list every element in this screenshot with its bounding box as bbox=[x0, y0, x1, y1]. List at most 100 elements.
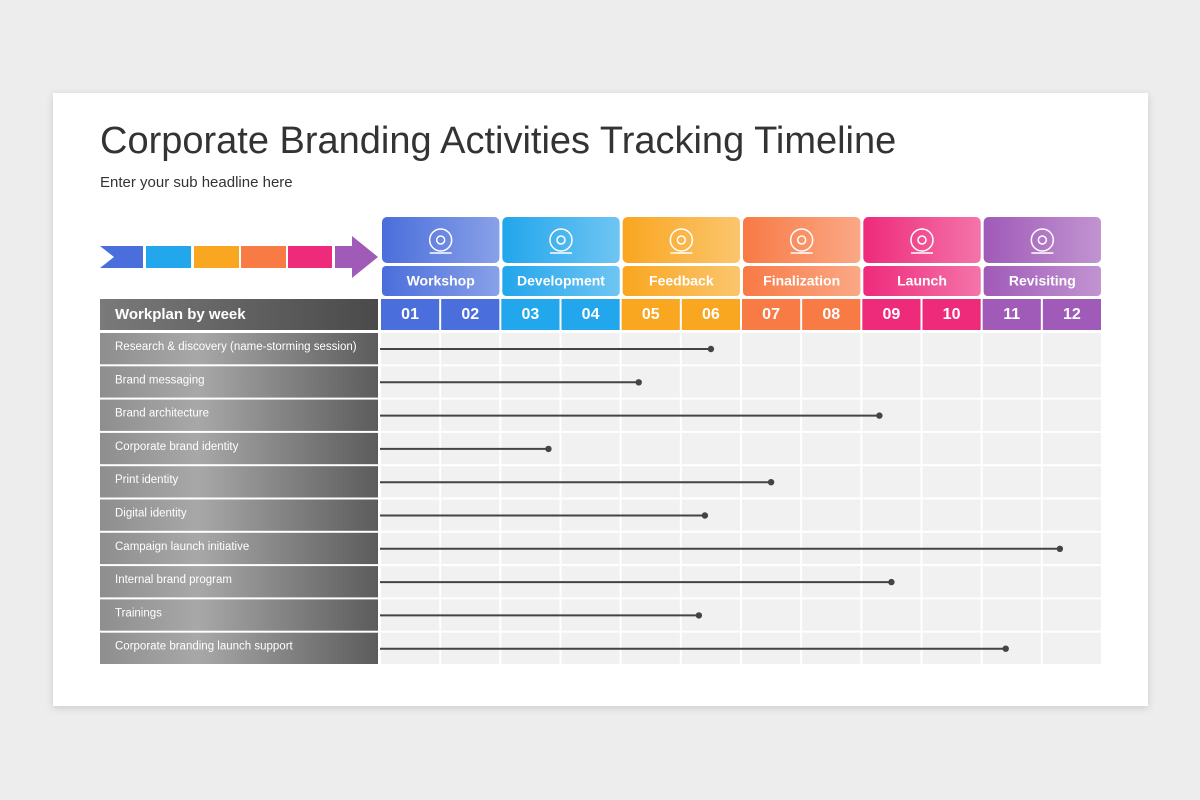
icon-core bbox=[556, 235, 566, 245]
grid-cell bbox=[681, 366, 740, 398]
week-header: Workplan by week bbox=[115, 306, 246, 323]
grid-cell bbox=[742, 333, 801, 365]
phase-name: Finalization bbox=[763, 273, 840, 289]
task-label-box bbox=[100, 466, 378, 498]
week-label: 02 bbox=[461, 306, 479, 323]
phase-name: Workshop bbox=[407, 273, 475, 289]
grid-cell bbox=[922, 566, 981, 598]
task-end-dot bbox=[888, 578, 895, 586]
week-label: 09 bbox=[883, 306, 901, 323]
week-cell bbox=[802, 299, 861, 330]
grid-cell bbox=[1042, 632, 1101, 664]
phase-name: Feedback bbox=[649, 273, 714, 289]
grid-cell bbox=[862, 333, 921, 365]
task-label-box bbox=[100, 366, 378, 398]
week-header-box bbox=[100, 299, 378, 330]
task-label: Brand architecture bbox=[115, 408, 209, 420]
task-end-dot bbox=[695, 612, 703, 619]
phase-name-shine bbox=[502, 266, 620, 296]
icon-ring bbox=[910, 228, 934, 252]
task-end-dot bbox=[635, 379, 642, 386]
icon-ring bbox=[549, 228, 573, 252]
week-cell bbox=[501, 299, 560, 330]
week-label: 01 bbox=[401, 306, 419, 323]
phase-name: Development bbox=[517, 273, 605, 289]
icon-ring bbox=[428, 228, 453, 252]
phase-icon-shine bbox=[502, 217, 620, 263]
grid-cell bbox=[922, 333, 981, 365]
task-end-dot bbox=[701, 512, 709, 519]
icon-core bbox=[676, 235, 687, 245]
task-label: Research & discovery (name-storming sess… bbox=[115, 341, 357, 353]
grid-cell bbox=[1042, 599, 1101, 631]
task-end-dot bbox=[876, 412, 883, 419]
week-cell bbox=[441, 299, 500, 330]
phase-icon-shine bbox=[983, 217, 1101, 263]
phase-name-shine bbox=[983, 266, 1101, 296]
grid-cell bbox=[922, 466, 981, 498]
grid-cell bbox=[802, 333, 861, 365]
phase-name-shine bbox=[382, 266, 500, 296]
grid-cell bbox=[1042, 366, 1101, 398]
week-label: 11 bbox=[1003, 306, 1020, 323]
grid-cell bbox=[802, 599, 861, 631]
task-label: Brand messaging bbox=[115, 374, 205, 386]
week-cell bbox=[922, 299, 981, 330]
task-label-box bbox=[100, 532, 378, 565]
phase-name-shine bbox=[622, 266, 740, 296]
phase-icon-shine bbox=[622, 217, 740, 263]
task-label-box bbox=[100, 632, 378, 664]
icon-core bbox=[435, 235, 446, 245]
grid-cell bbox=[561, 432, 620, 465]
phase-icon bbox=[789, 228, 814, 254]
phase-icon bbox=[428, 228, 453, 254]
grid-cell bbox=[922, 366, 981, 398]
task-label-box bbox=[100, 432, 378, 465]
week-cell bbox=[1042, 299, 1101, 330]
grid-cell bbox=[742, 432, 801, 465]
task-label: Campaign launch initiative bbox=[115, 541, 249, 553]
grid-cell bbox=[982, 566, 1041, 598]
task-label: Trainings bbox=[115, 607, 162, 619]
week-label: 10 bbox=[943, 306, 961, 323]
week-label: 03 bbox=[522, 306, 540, 323]
grid-cell bbox=[982, 599, 1041, 631]
grid-cell bbox=[1042, 499, 1101, 531]
grid-cell bbox=[982, 366, 1041, 398]
grid-cell bbox=[1042, 566, 1101, 598]
grid-cell bbox=[982, 333, 1041, 365]
grid-cell bbox=[742, 499, 801, 531]
task-label-box bbox=[100, 566, 378, 598]
grid-cell bbox=[982, 499, 1041, 531]
task-end-dot bbox=[767, 479, 775, 486]
icon-core bbox=[917, 235, 927, 245]
grid-cell bbox=[621, 432, 680, 465]
grid-cell bbox=[742, 366, 801, 398]
grid-cell bbox=[922, 499, 981, 531]
grid-cell bbox=[802, 366, 861, 398]
phase-icon-shine bbox=[382, 217, 500, 263]
week-label: 04 bbox=[582, 306, 600, 323]
grid-cell bbox=[1042, 399, 1101, 431]
phase-icon bbox=[549, 228, 573, 254]
icon-core bbox=[1037, 235, 1048, 245]
week-cell bbox=[742, 299, 801, 330]
icon-ring bbox=[1030, 228, 1055, 252]
grid-cell bbox=[802, 432, 861, 465]
week-label: 07 bbox=[762, 306, 780, 323]
week-cell bbox=[621, 299, 680, 330]
grid-cell bbox=[922, 432, 981, 465]
week-cell bbox=[862, 299, 921, 330]
task-end-dot bbox=[707, 345, 715, 353]
phase-icon bbox=[669, 228, 694, 254]
icon-ring bbox=[669, 228, 694, 252]
grid-cell bbox=[862, 499, 921, 531]
task-label: Internal brand program bbox=[115, 574, 232, 586]
icon-core bbox=[796, 235, 807, 245]
phase-icon-shine bbox=[743, 217, 861, 263]
grid-cell bbox=[802, 499, 861, 531]
week-cell bbox=[681, 299, 740, 330]
phase-icon bbox=[910, 228, 934, 254]
